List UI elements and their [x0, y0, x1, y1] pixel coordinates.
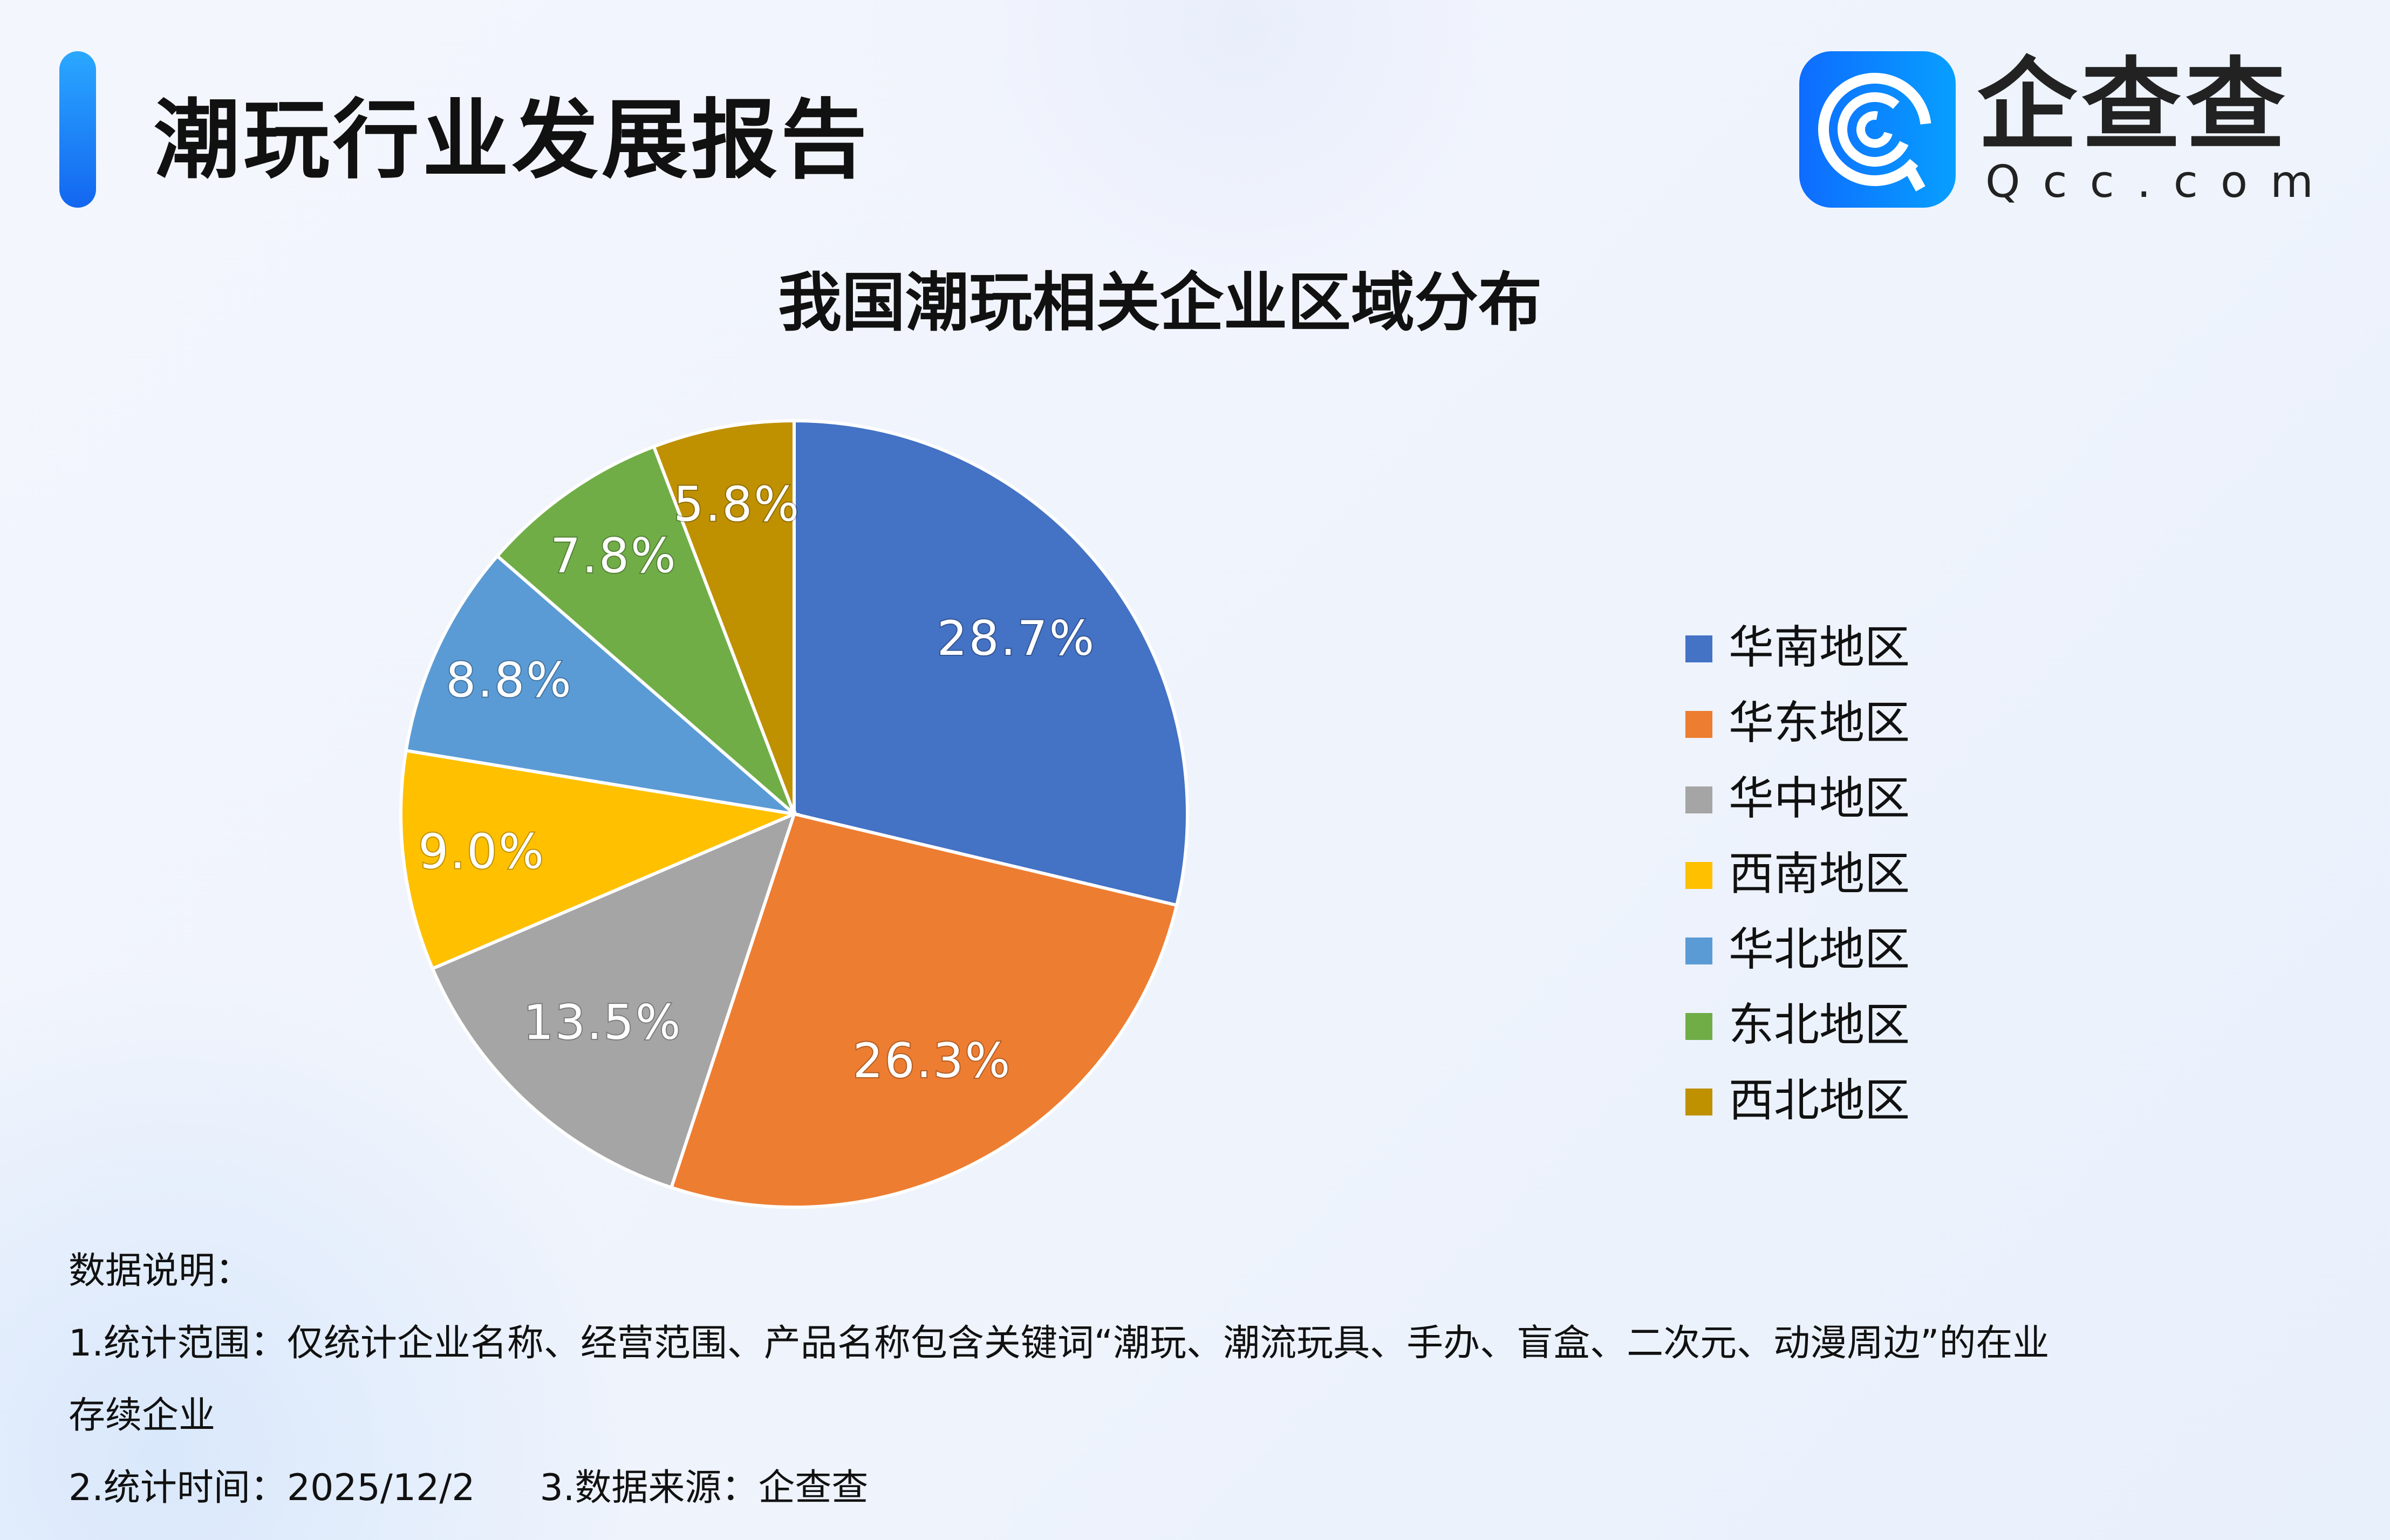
chart-title: 我国潮玩相关企业区域分布	[777, 265, 1542, 340]
legend-label: 华东地区	[1729, 696, 1910, 749]
notes-time: 2.统计时间：2025/12/2	[69, 1467, 475, 1509]
data-label: 7.8%	[550, 528, 678, 584]
notes-source: 3.数据来源：企查查	[540, 1467, 869, 1509]
data-label: 13.5%	[523, 995, 682, 1050]
pie-slice-2	[669, 812, 1179, 1209]
legend-swatch	[1685, 1089, 1712, 1115]
notes-scope: 1.统计范围：仅统计企业名称、经营范围、产品名称包含关键词“潮玩、潮流玩具、手办…	[69, 1322, 2050, 1365]
data-label: 9.0%	[418, 824, 545, 879]
legend-label: 西北地区	[1729, 1074, 1910, 1127]
notes-scope-cont: 存续企业	[69, 1394, 216, 1437]
pie-slice-1	[793, 419, 1189, 907]
legend-swatch	[1685, 711, 1712, 738]
qcc-q-logo-icon	[1799, 51, 1956, 208]
logo-name: 企查查	[1977, 47, 2290, 163]
data-notes: 数据说明： 1.统计范围：仅统计企业名称、经营范围、产品名称包含关键词“潮玩、潮…	[69, 1235, 2049, 1524]
pie-slice-4	[399, 749, 800, 971]
legend-swatch	[1685, 786, 1712, 813]
data-label: 26.3%	[853, 1033, 1012, 1089]
legend-swatch	[1685, 862, 1712, 889]
legend-label: 华中地区	[1729, 772, 1910, 825]
legend-label: 西南地区	[1729, 847, 1910, 900]
pie-slice-5	[404, 553, 800, 817]
legend-label: 华北地区	[1729, 923, 1910, 976]
legend-swatch	[1685, 635, 1712, 662]
pie-slice-7	[652, 419, 796, 815]
pie-slice-6	[495, 444, 796, 816]
legend-label: 华南地区	[1729, 621, 1910, 674]
notes-time-source: 2.统计时间：2025/12/2 3.数据来源：企查查	[69, 1452, 2049, 1524]
data-label: 8.8%	[446, 652, 573, 708]
legend-swatch	[1685, 1013, 1712, 1040]
notes-heading: 数据说明：	[69, 1250, 252, 1292]
logo-domain: Qcc.com	[1985, 156, 2336, 208]
pie-slice-3	[430, 811, 797, 1190]
legend-swatch	[1685, 937, 1712, 964]
page-title: 潮玩行业发展报告	[154, 90, 871, 190]
data-label: 5.8%	[673, 476, 801, 532]
title-accent-bar	[59, 51, 96, 208]
data-label: 28.7%	[937, 611, 1096, 666]
legend-label: 东北地区	[1729, 998, 1910, 1051]
